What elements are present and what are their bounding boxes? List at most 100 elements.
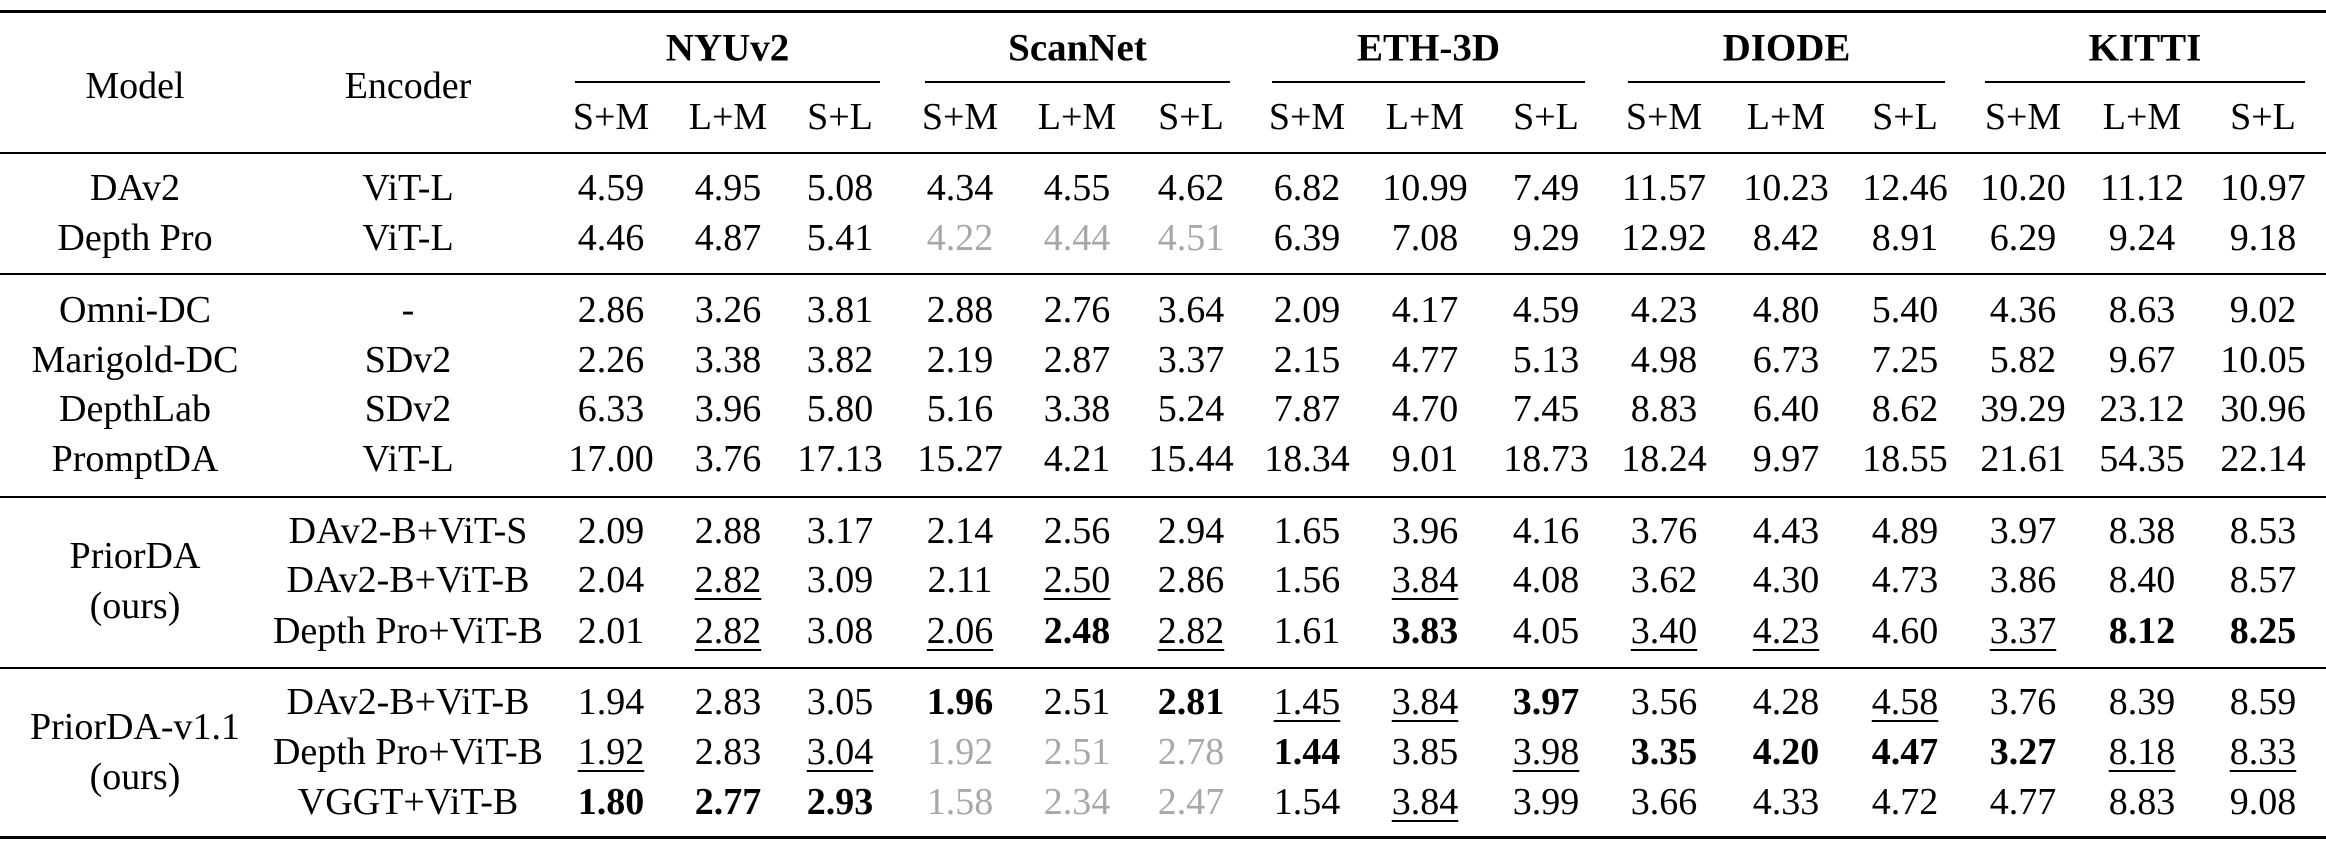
table-cell: 2.88 [926,289,994,331]
table-cell: 15.44 [1148,438,1234,480]
table-cell: 9.24 [2108,217,2176,259]
table-cell: 4.46 [577,217,645,259]
table-cell: 8.57 [2229,559,2297,601]
table-cell: 8.53 [2229,510,2297,552]
table-cell: 1.96 [926,681,994,723]
table-cell: 4.47 [1871,731,1939,773]
table-cell: 5.24 [1157,388,1225,430]
table-cell: 4.87 [694,217,762,259]
header-model: Model [85,65,185,107]
table-cell: 4.62 [1157,167,1225,209]
table-cell: 9.08 [2229,781,2297,823]
table-cell: 1.80 [577,781,645,823]
table-cell: 17.13 [797,438,883,480]
table-cell: 4.73 [1871,559,1939,601]
table-cell: 4.59 [1512,289,1580,331]
row-model: DAv2 [89,167,181,209]
header-subcolumn: L+M [1746,96,1826,138]
table-cell: 4.33 [1752,781,1820,823]
table-cell: 15.27 [917,438,1003,480]
header-subcolumn: S+L [1872,96,1938,138]
table-cell: 4.28 [1752,681,1820,723]
table-cell: 2.09 [1273,289,1341,331]
table-cell: 10.97 [2220,167,2306,209]
table-cell: 54.35 [2099,438,2185,480]
table-cell: 4.59 [577,167,645,209]
table-cell: 2.19 [926,339,994,381]
table-cell: 3.17 [806,510,874,552]
table-cell: 30.96 [2220,388,2306,430]
table-cell: 2.86 [1157,559,1225,601]
table-cell: 12.46 [1862,167,1948,209]
table-cell: 7.87 [1273,388,1341,430]
dataset-group-rule [575,81,880,83]
table-cell: 7.49 [1512,167,1580,209]
table-cell: 8.12 [2108,610,2176,652]
table-cell: 2.09 [577,510,645,552]
table-cell: 3.27 [1989,731,2057,773]
table-cell: 4.43 [1752,510,1820,552]
table-cell: 4.17 [1391,289,1459,331]
row-encoder: SDv2 [364,339,452,381]
row-encoder: Depth Pro+ViT-B [272,731,544,773]
table-cell: 3.97 [1989,510,2057,552]
table-cell: 21.61 [1980,438,2066,480]
table-cell: 1.92 [577,731,645,773]
row-encoder: DAv2-B+ViT-S [288,510,528,552]
table-cell: 1.65 [1273,510,1341,552]
table-cell: 1.56 [1273,559,1341,601]
table-cell: 3.76 [694,438,762,480]
row-encoder: ViT-L [362,167,454,209]
table-cell: 5.40 [1871,289,1939,331]
table-cell: 4.77 [1989,781,2057,823]
header-subcolumn: S+M [1268,96,1346,138]
table-cell: 4.16 [1512,510,1580,552]
table-cell: 2.51 [1043,681,1111,723]
table-cell: 3.99 [1512,781,1580,823]
table-cell: 4.34 [926,167,994,209]
table-cell: 4.44 [1043,217,1111,259]
table-cell: 3.35 [1630,731,1698,773]
row-model: Omni-DC [59,289,211,331]
row-encoder: ViT-L [362,438,454,480]
table-cell: 18.55 [1862,438,1948,480]
table-cell: 2.78 [1157,731,1225,773]
section-model-label: PriorDA-v1.1 [29,706,241,748]
table-cell: 4.58 [1871,681,1939,723]
section-model-label: PriorDA [69,535,201,577]
header-subcolumn: S+L [807,96,873,138]
table-cell: 9.97 [1752,438,1820,480]
table-cell: 3.38 [694,339,762,381]
table-cell: 9.18 [2229,217,2297,259]
table-cell: 8.25 [2229,610,2297,652]
row-encoder: ViT-L [362,217,454,259]
top-rule [0,10,2326,13]
table-cell: 4.36 [1989,289,2057,331]
table-cell: 6.29 [1989,217,2057,259]
row-encoder: DAv2-B+ViT-B [286,681,530,723]
table-cell: 2.56 [1043,510,1111,552]
table-cell: 2.82 [694,610,762,652]
row-model: Depth Pro [57,217,213,259]
table-cell: 3.84 [1391,781,1459,823]
dataset-group-rule [1272,81,1585,83]
table-cell: 7.25 [1871,339,1939,381]
table-cell: 2.77 [694,781,762,823]
header-encoder: Encoder [344,65,472,107]
table-cell: 3.98 [1512,731,1580,773]
row-model: Marigold-DC [31,339,239,381]
table-cell: 8.18 [2108,731,2176,773]
table-cell: 3.66 [1630,781,1698,823]
table-cell: 10.05 [2220,339,2306,381]
table-cell: 3.84 [1391,681,1459,723]
table-cell: 3.05 [806,681,874,723]
table-cell: 18.73 [1503,438,1589,480]
table-cell: 4.23 [1752,610,1820,652]
table-cell: 4.30 [1752,559,1820,601]
table-cell: 2.14 [926,510,994,552]
table-cell: 4.77 [1391,339,1459,381]
table-cell: 2.01 [577,610,645,652]
header-dataset-nyuv2: NYUv2 [665,26,790,70]
table-cell: 4.95 [694,167,762,209]
